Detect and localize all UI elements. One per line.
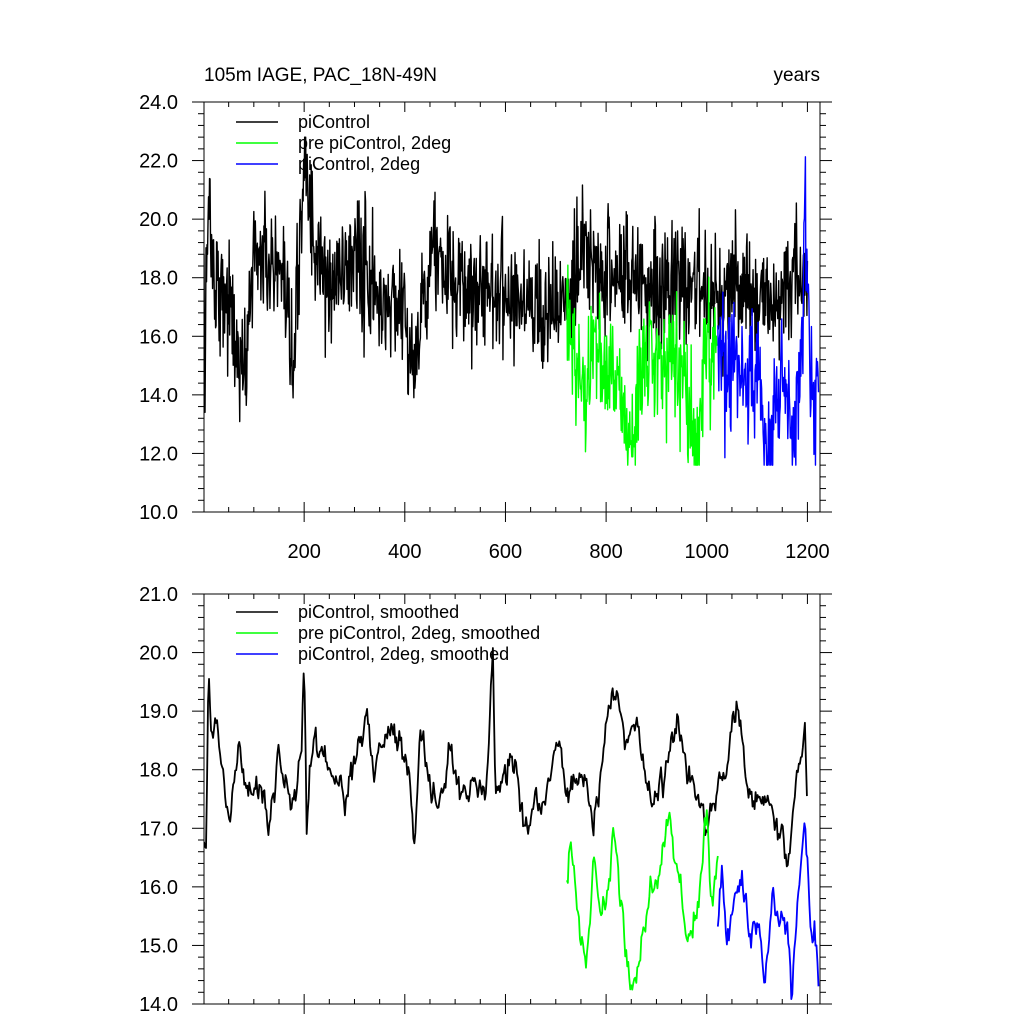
x-tick-label: 1000 (685, 541, 730, 563)
y-tick-label: 20.0 (139, 643, 178, 665)
series-line-1 (204, 136, 809, 423)
y-tick-label: 16.0 (139, 877, 178, 899)
chart-title-units: years (773, 65, 820, 86)
series-line-2 (566, 809, 719, 991)
y-tick-label: 16.0 (139, 326, 178, 348)
y-tick-label: 24.0 (139, 92, 178, 114)
x-tick-label: 1200 (785, 541, 830, 563)
series-line-3 (716, 822, 820, 1001)
plot-frame (203, 101, 821, 513)
y-tick-label: 15.0 (139, 935, 178, 957)
plot-frame (203, 593, 821, 1005)
legend-label-1: piControl (298, 112, 370, 132)
y-tick-label: 18.0 (139, 268, 178, 290)
top-panel: 200 400 600 800 1000 1200 10.0 12.0 14.0 16.0 18.0… (139, 92, 832, 563)
x-tick-label: 800 (589, 541, 622, 563)
x-tick-label: 400 (388, 541, 421, 563)
x-tick-label: 200 (287, 541, 320, 563)
series-group (204, 136, 820, 466)
series-line-2 (566, 264, 718, 466)
y-tick-label: 18.0 (139, 760, 178, 782)
legend-label-1: piControl, smoothed (298, 602, 459, 622)
legend-label-3: piControl, 2deg (298, 154, 420, 174)
y-tick-label: 21.0 (139, 584, 178, 606)
y-tick-label: 12.0 (139, 443, 178, 465)
y-tick-label: 10.0 (139, 502, 178, 524)
series-line-3 (717, 156, 820, 466)
y-tick-label: 20.0 (139, 209, 178, 231)
bottom-panel: 14.0 15.0 16.0 17.0 18.0 19.0 20.0 21.0 piContro… (139, 584, 832, 1016)
chart-title: 105m IAGE, PAC_18N-49N (204, 65, 438, 86)
y-tick-label: 19.0 (139, 701, 178, 723)
y-tick-label: 14.0 (139, 385, 178, 407)
legend-label-2: pre piControl, 2deg (298, 133, 451, 153)
y-tick-label: 14.0 (139, 994, 178, 1016)
series-line-1 (204, 647, 808, 868)
y-tick-label: 17.0 (139, 818, 178, 840)
legend-label-2: pre piControl, 2deg, smoothed (298, 623, 540, 643)
series-group (204, 647, 820, 1001)
legend-label-3: piControl, 2deg, smoothed (298, 644, 509, 664)
x-tick-label: 600 (489, 541, 522, 563)
y-tick-label: 22.0 (139, 151, 178, 173)
